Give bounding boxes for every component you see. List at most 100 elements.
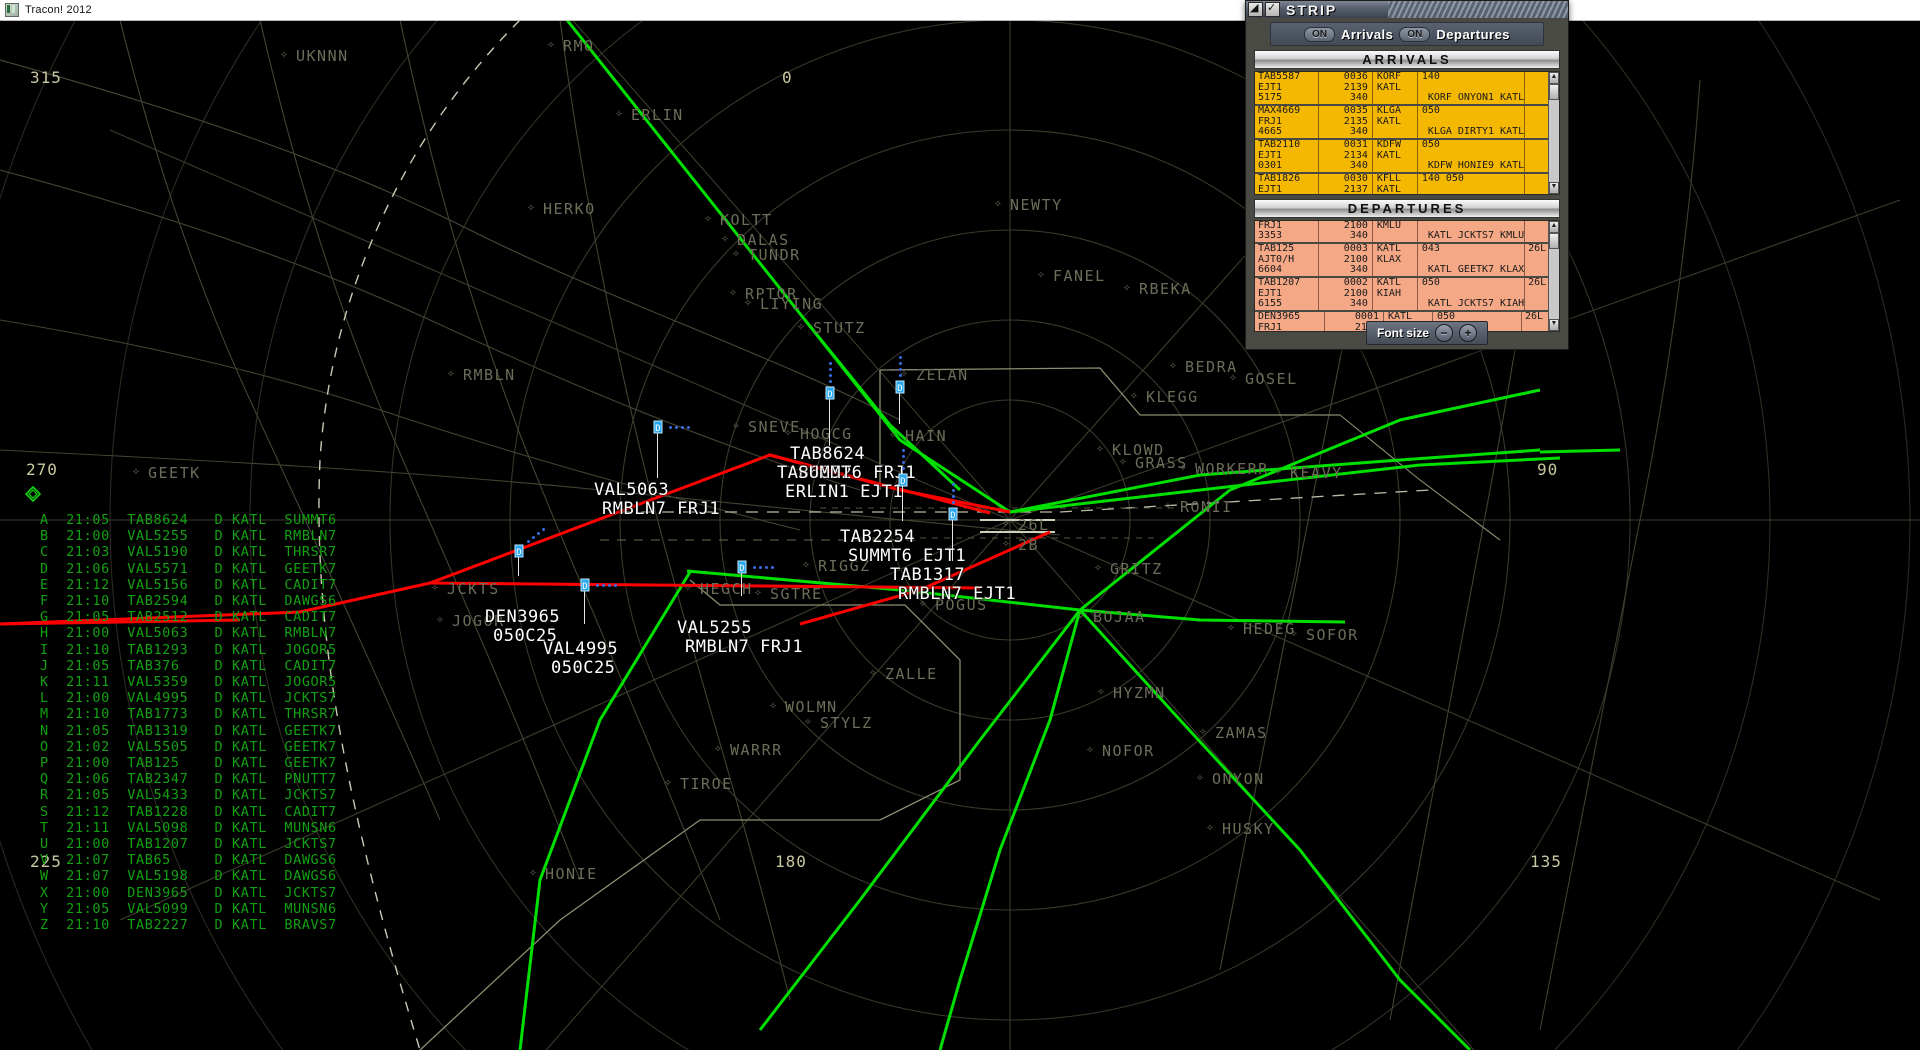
fix-label-ERLIN[interactable]: ERLIN — [631, 106, 684, 124]
departure-strip-row[interactable]: TAB125 AJT0/H 6604 0003 2100 340 KATL KLAX 043 KA… — [1255, 243, 1559, 278]
fix-label-2B[interactable]: 2B — [1018, 536, 1040, 554]
arrivals-scroll-thumb[interactable] — [1549, 84, 1559, 100]
departure-strip-row[interactable]: TAB1207 EJT1 6155 0002 2100 340 KATL KIAH 050 KAT… — [1255, 277, 1559, 312]
flight-list-row[interactable]: C 21:03 VAL5190 D KATL THRSR7 — [40, 544, 337, 561]
flight-list-row[interactable]: M 21:10 TAB1773 D KATL THRSR7 — [40, 706, 337, 723]
aircraft-TAB1317-target-symbol[interactable]: D — [946, 507, 960, 521]
fix-label-JOGOR[interactable]: JOGOR — [452, 612, 505, 630]
arrival-strip-row[interactable]: TAB1826EJT1267100302137340KFLLKATL140 05… — [1255, 173, 1559, 194]
aircraft-VAL4995-target-symbol[interactable]: D — [578, 578, 592, 592]
fix-label-FANEL[interactable]: FANEL — [1053, 267, 1106, 285]
flight-list-row[interactable]: Y 21:05 VAL5099 D KATL MUNSN6 — [40, 900, 337, 917]
flight-list-row[interactable]: G 21:05 TAB2512 D KATL CADIT7 — [40, 609, 337, 626]
flight-list-row[interactable]: O 21:02 VAL5505 D KATL GEETK7 — [40, 738, 337, 755]
fix-label-KOLTT[interactable]: KOLTT — [720, 211, 773, 229]
fix-label-WARRR[interactable]: WARRR — [730, 741, 783, 759]
flight-list-row[interactable]: U 21:00 TAB1207 D KATL JCKTS7 — [40, 836, 337, 853]
fix-label-GEETK[interactable]: GEETK — [148, 464, 201, 482]
flight-list-row[interactable]: L 21:00 VAL4995 D KATL JCKTS7 — [40, 690, 337, 707]
fix-label-SGTRE[interactable]: SGTRE — [770, 585, 823, 603]
arrival-strip-row[interactable]: TAB2110 EJT1 0301 0031 2134 340 KDFW KATL 050 KDF… — [1255, 139, 1559, 174]
fix-label-POGUS[interactable]: POGUS — [935, 596, 988, 614]
fix-label-26L[interactable]: 26L — [1018, 516, 1050, 534]
maximize-icon[interactable]: ✓ — [1265, 2, 1280, 17]
arrivals-on-toggle[interactable]: ON — [1303, 26, 1335, 42]
flight-list-row[interactable]: T 21:11 VAL5098 D KATL MUNSN6 — [40, 819, 337, 836]
fix-label-RBEKA[interactable]: RBEKA — [1139, 280, 1192, 298]
flight-list-row[interactable]: A 21:05 TAB8624 D KATL SUMMT6 — [40, 512, 337, 528]
fix-label-GRITZ[interactable]: GRITZ — [1110, 560, 1163, 578]
fix-label-TIROE[interactable]: TIROE — [680, 775, 733, 793]
flight-list-row[interactable]: S 21:12 TAB1228 D KATL CADIT7 — [40, 803, 337, 820]
strip-titlebar[interactable]: ◢ ✓ STRIP — [1246, 1, 1568, 18]
fix-label-HEGCH[interactable]: HEGCH — [700, 580, 753, 598]
flight-list-row[interactable]: E 21:12 VAL5156 D KATL CADIT7 — [40, 576, 337, 593]
departures-scrollbar[interactable]: ▲ ▼ — [1548, 221, 1559, 331]
fix-label-ZELAN[interactable]: ZELAN — [916, 366, 969, 384]
flight-list-row[interactable]: H 21:00 VAL5063 D KATL RMBLN7 — [40, 625, 337, 642]
fix-label-RMBLN[interactable]: RMBLN — [463, 366, 516, 384]
departures-toggle-label[interactable]: Departures — [1436, 26, 1511, 42]
font-size-decrease-button[interactable]: − — [1435, 324, 1453, 342]
fix-label-WORKERR[interactable]: WORKERR — [1195, 460, 1269, 478]
fix-label-HAIN[interactable]: HAIN — [905, 427, 948, 445]
datablock-TAB6852[interactable]: TAB6852 ERLIN1 EJT1 — [777, 464, 903, 502]
fix-label-KLEGG[interactable]: KLEGG — [1146, 388, 1199, 406]
arrivals-scrollbar[interactable]: ▲ ▼ — [1548, 72, 1559, 194]
flight-list-row[interactable]: N 21:05 TAB1319 D KATL GEETK7 — [40, 722, 337, 739]
font-size-increase-button[interactable]: + — [1459, 324, 1477, 342]
arrivals-strip-list[interactable]: TAB5587 EJT1 5175 0036 2139 340 KORF KATL 140 KOR… — [1254, 71, 1560, 195]
flight-list-row[interactable]: D 21:06 VAL5571 D KATL GEETK7 — [40, 560, 337, 577]
fix-label-GOSEL[interactable]: GOSEL — [1245, 370, 1298, 388]
flight-list-row[interactable]: R 21:05 VAL5433 D KATL JCKTS7 — [40, 787, 337, 804]
green-diamond-marker[interactable] — [25, 486, 41, 502]
flight-list-row[interactable]: P 21:00 TAB125 D KATL GEETK7 — [40, 755, 337, 772]
aircraft-TAB2254-target-symbol[interactable]: D — [896, 473, 910, 487]
fix-label-ONYON[interactable]: ONYON — [1212, 770, 1265, 788]
flight-list-row[interactable]: I 21:10 TAB1293 D KATL JOGOR5 — [40, 641, 337, 658]
flight-list-row[interactable]: F 21:10 TAB2594 D KATL DAWGS6 — [40, 593, 337, 610]
arrival-strip-row[interactable]: MAX4669 FRJ1 4665 0035 2135 340 KLGA KATL 050 KLG… — [1255, 105, 1559, 140]
departures-strip-list[interactable]: VAL1555FRJ1335300042100340KATLKMLU050KAT… — [1254, 220, 1560, 332]
arrivals-toggle-label[interactable]: Arrivals — [1340, 26, 1394, 42]
departures-on-toggle[interactable]: ON — [1399, 26, 1431, 42]
strip-window[interactable]: ◢ ✓ STRIP ON Arrivals ON Departures ARRI… — [1245, 0, 1569, 350]
radar-scope[interactable]: 315 0 270 90 225 180 135 ✧ UKNNN ✧ RMO ✧ ERLIN ✧ HERK… — [0, 20, 1920, 1050]
fix-label-BEDRA[interactable]: BEDRA — [1185, 358, 1238, 376]
flight-list-row[interactable]: B 21:00 VAL5255 D KATL RMBLN7 — [40, 528, 337, 545]
fix-label-KLOWD[interactable]: KLOWD — [1112, 441, 1165, 459]
departures-scroll-up-icon[interactable]: ▲ — [1549, 221, 1559, 233]
flight-list-row[interactable]: J 21:05 TAB376 D KATL CADIT7 — [40, 657, 337, 674]
fix-label-STYLZ[interactable]: STYLZ — [820, 714, 873, 732]
fix-label-TUNDR[interactable]: TUNDR — [748, 246, 801, 264]
datablock-DEN3965[interactable]: DEN3965 050C25 — [485, 608, 560, 646]
fix-label-HYZMN[interactable]: HYZMN — [1113, 684, 1166, 702]
departures-scroll-down-icon[interactable]: ▼ — [1549, 319, 1559, 331]
flight-list-row[interactable]: X 21:00 DEN3965 D KATL JCKTS7 — [40, 884, 337, 901]
datablock-VAL4995[interactable]: VAL4995 050C25 — [543, 640, 618, 678]
fix-label-RIGGZ[interactable]: RIGGZ — [818, 557, 871, 575]
fix-label-SNEVE[interactable]: SNEVE — [748, 418, 801, 436]
fix-label-NOFOR[interactable]: NOFOR — [1102, 742, 1155, 760]
fix-label-HUSKY[interactable]: HUSKY — [1222, 820, 1275, 838]
datablock-TAB1317[interactable]: TAB1317 RMBLN7 EJT1 — [890, 566, 1016, 604]
aircraft-TAB8624-target-symbol[interactable]: D — [823, 386, 837, 400]
datablock-VAL5063[interactable]: VAL5063 RMBLN7 FRJ1 — [594, 481, 720, 519]
fix-label-SOFOR[interactable]: SOFOR — [1306, 626, 1359, 644]
flight-list-row[interactable]: Z 21:10 TAB2227 D KATL BRAVS7 — [40, 917, 337, 934]
fix-label-HOGCG[interactable]: HOGCG — [800, 425, 853, 443]
departures-scroll-thumb[interactable] — [1549, 233, 1559, 249]
aircraft-TAB6852-target-symbol[interactable]: D — [893, 380, 907, 394]
fix-label-DALAS[interactable]: DALAS — [737, 231, 790, 249]
minimize-icon[interactable]: ◢ — [1248, 2, 1263, 17]
fix-label-ZALLE[interactable]: ZALLE — [885, 665, 938, 683]
fix-label-BOJAA[interactable]: BOJAA — [1093, 608, 1146, 626]
fix-label-JCKTS[interactable]: JCKTS — [447, 580, 500, 598]
fix-label-NEWTY[interactable]: NEWTY — [1010, 196, 1063, 214]
aircraft-VAL5063-target-symbol[interactable]: D — [512, 544, 526, 558]
fix-label-RMO[interactable]: RMO — [563, 37, 595, 55]
fix-label-ZAMAS[interactable]: ZAMAS — [1215, 724, 1268, 742]
fix-label-WOLMN[interactable]: WOLMN — [785, 698, 838, 716]
fix-label-HONIE[interactable]: HONIE — [545, 865, 598, 883]
fix-label-UKNNN[interactable]: UKNNN — [296, 47, 349, 65]
